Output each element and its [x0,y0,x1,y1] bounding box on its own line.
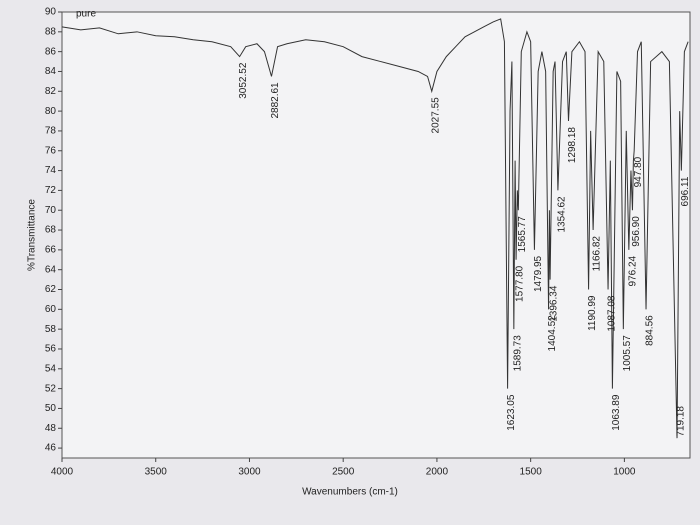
y-tick-label: 66 [45,245,57,256]
peak-label: 3052.52 [238,62,249,99]
chart-title: pure [76,9,96,20]
peak-label: 719.18 [676,406,687,437]
peak-label: 1298.18 [567,127,578,164]
peak-label: 1589.73 [512,335,523,372]
peak-label: 1063.89 [611,394,622,431]
peak-label: 1623.05 [506,394,517,431]
peak-label: 1166.82 [592,236,603,272]
y-tick-label: 76 [45,145,57,156]
y-tick-label: 60 [45,304,57,315]
y-tick-label: 86 [45,46,57,57]
y-tick-label: 52 [45,383,57,394]
plot-frame [61,11,691,459]
peak-label: 1087.08 [607,295,618,332]
peak-label: 1565.77 [517,216,528,253]
y-tick-label: 58 [45,324,57,335]
x-tick-label: 4000 [51,467,74,478]
x-tick-label: 2500 [332,467,355,478]
y-tick-label: 82 [45,86,57,97]
peak-label: 1354.62 [557,196,568,233]
y-tick-label: 46 [45,443,57,454]
peak-label: 1577.80 [515,265,526,302]
peak-label: 976.24 [627,255,638,286]
y-tick-label: 64 [45,264,57,275]
peak-label: 956.90 [631,216,642,247]
y-tick-label: 62 [45,284,57,295]
peak-label: 1005.57 [622,335,633,372]
spectrum-line [61,18,689,439]
y-tick-label: 90 [45,7,57,18]
y-tick-label: 78 [45,126,57,137]
y-axis-label: %Transmittance [27,199,38,271]
x-tick-label: 3500 [145,467,168,478]
y-tick-label: 70 [45,205,57,216]
peak-label: 1404.52 [547,315,558,352]
y-tick-label: 74 [45,165,57,176]
y-tick-label: 88 [45,26,57,37]
peak-label: 2027.55 [430,97,441,134]
peak-label: 1396.34 [549,285,560,322]
peak-label: 2882.61 [270,82,281,119]
peak-label: 696.11 [680,176,691,206]
y-tick-label: 54 [45,363,57,374]
y-tick-label: 50 [45,403,57,414]
peak-label: 947.80 [633,156,644,187]
y-tick-label: 84 [45,66,57,77]
x-tick-label: 2000 [426,467,449,478]
y-tick-label: 56 [45,344,57,355]
y-tick-label: 80 [45,106,57,117]
y-tick-label: 68 [45,225,57,236]
x-tick-label: 1500 [520,467,543,478]
peak-label: 884.56 [645,315,656,346]
x-tick-label: 1000 [613,467,636,478]
peak-label: 1479.95 [533,255,544,292]
x-tick-label: 3000 [238,467,261,478]
peak-label: 1190.99 [587,295,598,331]
x-axis-label: Wavenumbers (cm-1) [302,487,398,498]
y-tick-label: 72 [45,185,57,196]
y-tick-label: 48 [45,423,57,434]
